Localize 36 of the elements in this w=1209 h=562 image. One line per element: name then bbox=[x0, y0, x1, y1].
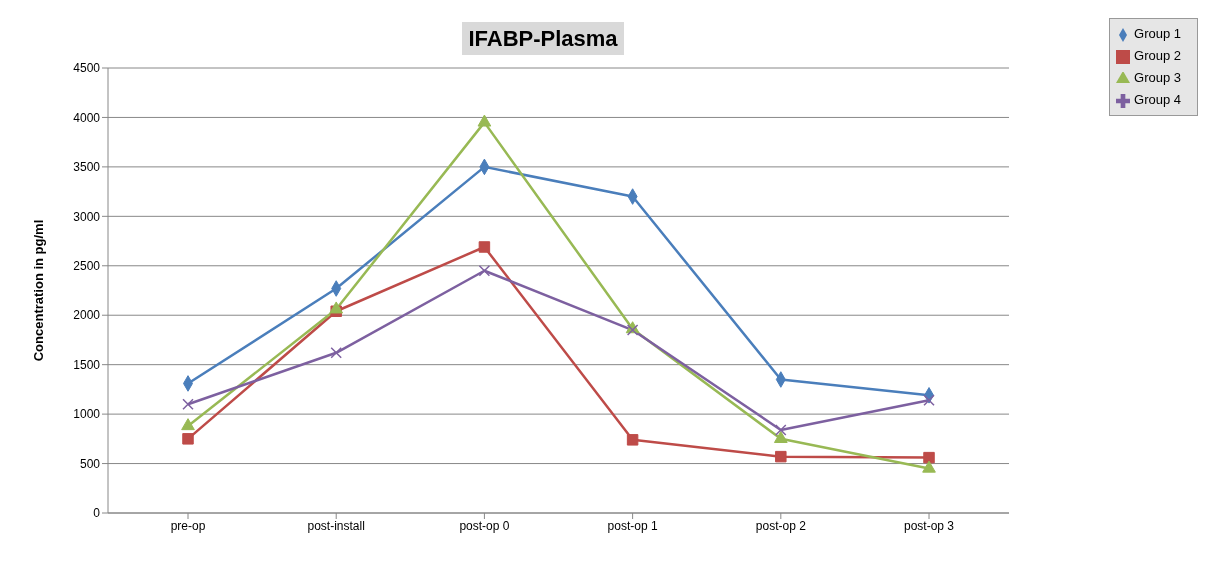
y-tick-label: 1500 bbox=[73, 357, 101, 372]
y-tick-label: 0 bbox=[93, 506, 101, 521]
y-tick-label: 1000 bbox=[73, 407, 101, 422]
point bbox=[182, 398, 194, 410]
point bbox=[923, 451, 935, 464]
legend-label: Group 3 bbox=[1134, 70, 1181, 85]
point bbox=[922, 460, 936, 473]
y-tick-label: 3500 bbox=[73, 160, 101, 175]
point bbox=[478, 264, 491, 277]
point bbox=[775, 450, 787, 463]
y-tick-label: 2500 bbox=[73, 259, 101, 274]
point bbox=[923, 394, 935, 407]
y-tick-label: 500 bbox=[79, 456, 101, 471]
y-tick-label: 2000 bbox=[73, 308, 101, 323]
legend-label: Group 2 bbox=[1134, 48, 1181, 63]
x-tick-label: post-op 2 bbox=[755, 518, 807, 533]
x-tick-label: post-op 3 bbox=[903, 518, 955, 533]
chart-title: IFABP-Plasma bbox=[462, 22, 624, 55]
x-tick-label: post-install bbox=[307, 518, 365, 533]
x-tick-label: post-op 1 bbox=[607, 518, 658, 533]
point bbox=[477, 114, 492, 127]
legend-label: Group 1 bbox=[1134, 26, 1181, 41]
point bbox=[478, 241, 491, 253]
y-tick-label: 3000 bbox=[73, 209, 101, 224]
point bbox=[182, 433, 194, 445]
y-tick-label: 4500 bbox=[73, 61, 101, 76]
point bbox=[775, 424, 787, 436]
point bbox=[181, 418, 195, 431]
point bbox=[330, 347, 342, 359]
y-tick-label: 4000 bbox=[73, 110, 101, 125]
legend-label: Group 4 bbox=[1134, 92, 1181, 107]
x-tick-label: post-op 0 bbox=[459, 518, 510, 533]
y-axis-title: Concentration in pg/ml bbox=[30, 219, 46, 362]
point bbox=[329, 301, 344, 314]
x-tick-label: pre-op bbox=[170, 518, 206, 533]
point bbox=[626, 434, 639, 446]
